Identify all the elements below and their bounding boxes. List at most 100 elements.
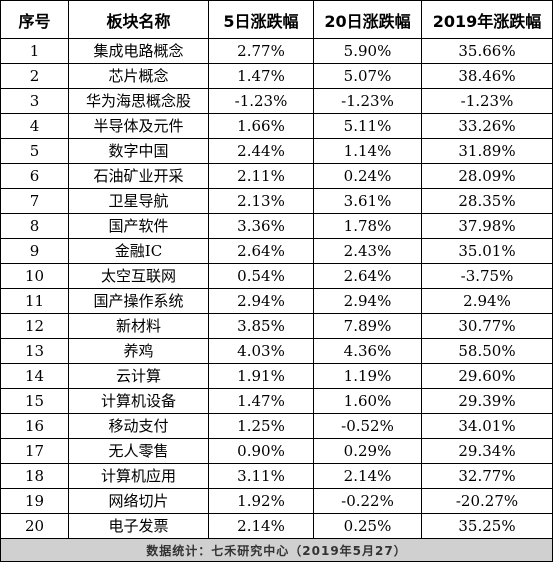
sector-name-cell: 网络切片 [68,488,209,514]
change-5day-cell: 1.92% [208,488,314,514]
change-20day-cell: 2.94% [313,288,422,314]
change-5day-cell: 2.44% [208,138,314,164]
table-row: 2 芯片概念 1.47% 5.07% 38.46% [0,63,553,89]
change-5day-cell: 1.91% [208,363,314,389]
row-index-cell: 17 [0,438,69,464]
sector-name-cell: 卫星导航 [68,188,209,214]
change-20day-cell: 4.36% [313,338,422,364]
change-20day-cell: 2.14% [313,463,422,489]
table-row: 17 无人零售 0.90% 0.29% 29.34% [0,438,553,464]
table-row: 14 云计算 1.91% 1.19% 29.60% [0,363,553,389]
change-2019-cell: 58.50% [421,338,553,364]
change-5day-cell: 2.94% [208,288,314,314]
sector-name-cell: 芯片概念 [68,63,209,89]
table-row: 10 太空互联网 0.54% 2.64% -3.75% [0,263,553,289]
sector-name-cell: 无人零售 [68,438,209,464]
change-20day-cell: 2.64% [313,263,422,289]
table-row: 8 国产软件 3.36% 1.78% 37.98% [0,213,553,239]
change-5day-cell: 2.64% [208,238,314,264]
row-index-cell: 2 [0,63,69,89]
change-5day-cell: 1.47% [208,388,314,414]
table-row: 6 石油矿业开采 2.11% 0.24% 28.09% [0,163,553,189]
row-index-cell: 14 [0,363,69,389]
change-5day-cell: 2.14% [208,513,314,539]
table-row: 9 金融IC 2.64% 2.43% 35.01% [0,238,553,264]
sector-name-cell: 计算机应用 [68,463,209,489]
row-index-cell: 13 [0,338,69,364]
change-2019-cell: 2.94% [421,288,553,314]
change-5day-cell: 3.36% [208,213,314,239]
table-row: 1 集成电路概念 2.77% 5.90% 35.66% [0,38,553,64]
table-header: 序号 板块名称 5日涨跌幅 20日涨跌幅 2019年涨跌幅 [0,0,553,39]
change-20day-cell: -0.52% [313,413,422,439]
table-row: 4 半导体及元件 1.66% 5.11% 33.26% [0,113,553,139]
sector-name-cell: 国产操作系统 [68,288,209,314]
change-2019-cell: 38.46% [421,63,553,89]
change-20day-cell: 2.43% [313,238,422,264]
row-index-cell: 6 [0,163,69,189]
change-2019-cell: 35.25% [421,513,553,539]
change-2019-cell: 29.39% [421,388,553,414]
row-index-cell: 19 [0,488,69,514]
table-body: 1 集成电路概念 2.77% 5.90% 35.66% 2 芯片概念 1.47% 5.07% 38… [0,38,553,539]
header-2019-change: 2019年涨跌幅 [421,0,553,39]
row-index-cell: 12 [0,313,69,339]
table-row: 12 新材料 3.85% 7.89% 30.77% [0,313,553,339]
table-row: 5 数字中国 2.44% 1.14% 31.89% [0,138,553,164]
change-2019-cell: 31.89% [421,138,553,164]
sector-name-cell: 新材料 [68,313,209,339]
change-20day-cell: 1.60% [313,388,422,414]
change-5day-cell: -1.23% [208,88,314,114]
change-20day-cell: 0.24% [313,163,422,189]
header-5day-change: 5日涨跌幅 [208,0,314,39]
table-row: 3 华为海思概念股 -1.23% -1.23% -1.23% [0,88,553,114]
table-row: 7 卫星导航 2.13% 3.61% 28.35% [0,188,553,214]
row-index-cell: 11 [0,288,69,314]
row-index-cell: 15 [0,388,69,414]
row-index-cell: 20 [0,513,69,539]
change-2019-cell: 32.77% [421,463,553,489]
header-20day-change: 20日涨跌幅 [313,0,422,39]
change-2019-cell: 33.26% [421,113,553,139]
change-2019-cell: 34.01% [421,413,553,439]
table-row: 11 国产操作系统 2.94% 2.94% 2.94% [0,288,553,314]
change-2019-cell: 30.77% [421,313,553,339]
change-5day-cell: 3.11% [208,463,314,489]
change-20day-cell: 5.90% [313,38,422,64]
table-row: 15 计算机设备 1.47% 1.60% 29.39% [0,388,553,414]
change-20day-cell: 1.19% [313,363,422,389]
row-index-cell: 9 [0,238,69,264]
change-5day-cell: 2.11% [208,163,314,189]
sector-name-cell: 云计算 [68,363,209,389]
row-index-cell: 8 [0,213,69,239]
change-2019-cell: 35.66% [421,38,553,64]
change-20day-cell: 5.11% [313,113,422,139]
row-index-cell: 4 [0,113,69,139]
change-2019-cell: 28.35% [421,188,553,214]
sector-name-cell: 电子发票 [68,513,209,539]
row-index-cell: 7 [0,188,69,214]
table-row: 20 电子发票 2.14% 0.25% 35.25% [0,513,553,539]
change-2019-cell: 35.01% [421,238,553,264]
change-5day-cell: 3.85% [208,313,314,339]
sector-name-cell: 半导体及元件 [68,113,209,139]
table-row: 19 网络切片 1.92% -0.22% -20.27% [0,488,553,514]
change-2019-cell: -20.27% [421,488,553,514]
table-row: 13 养鸡 4.03% 4.36% 58.50% [0,338,553,364]
sector-name-cell: 太空互联网 [68,263,209,289]
sector-name-cell: 集成电路概念 [68,38,209,64]
change-20day-cell: 5.07% [313,63,422,89]
change-20day-cell: 0.25% [313,513,422,539]
sector-name-cell: 数字中国 [68,138,209,164]
change-5day-cell: 0.54% [208,263,314,289]
row-index-cell: 3 [0,88,69,114]
change-20day-cell: 1.78% [313,213,422,239]
change-2019-cell: 28.09% [421,163,553,189]
data-source-note: 数据统计：七禾研究中心（2019年5月27） [0,538,553,562]
row-index-cell: 18 [0,463,69,489]
change-5day-cell: 4.03% [208,338,314,364]
sector-name-cell: 养鸡 [68,338,209,364]
change-5day-cell: 1.66% [208,113,314,139]
